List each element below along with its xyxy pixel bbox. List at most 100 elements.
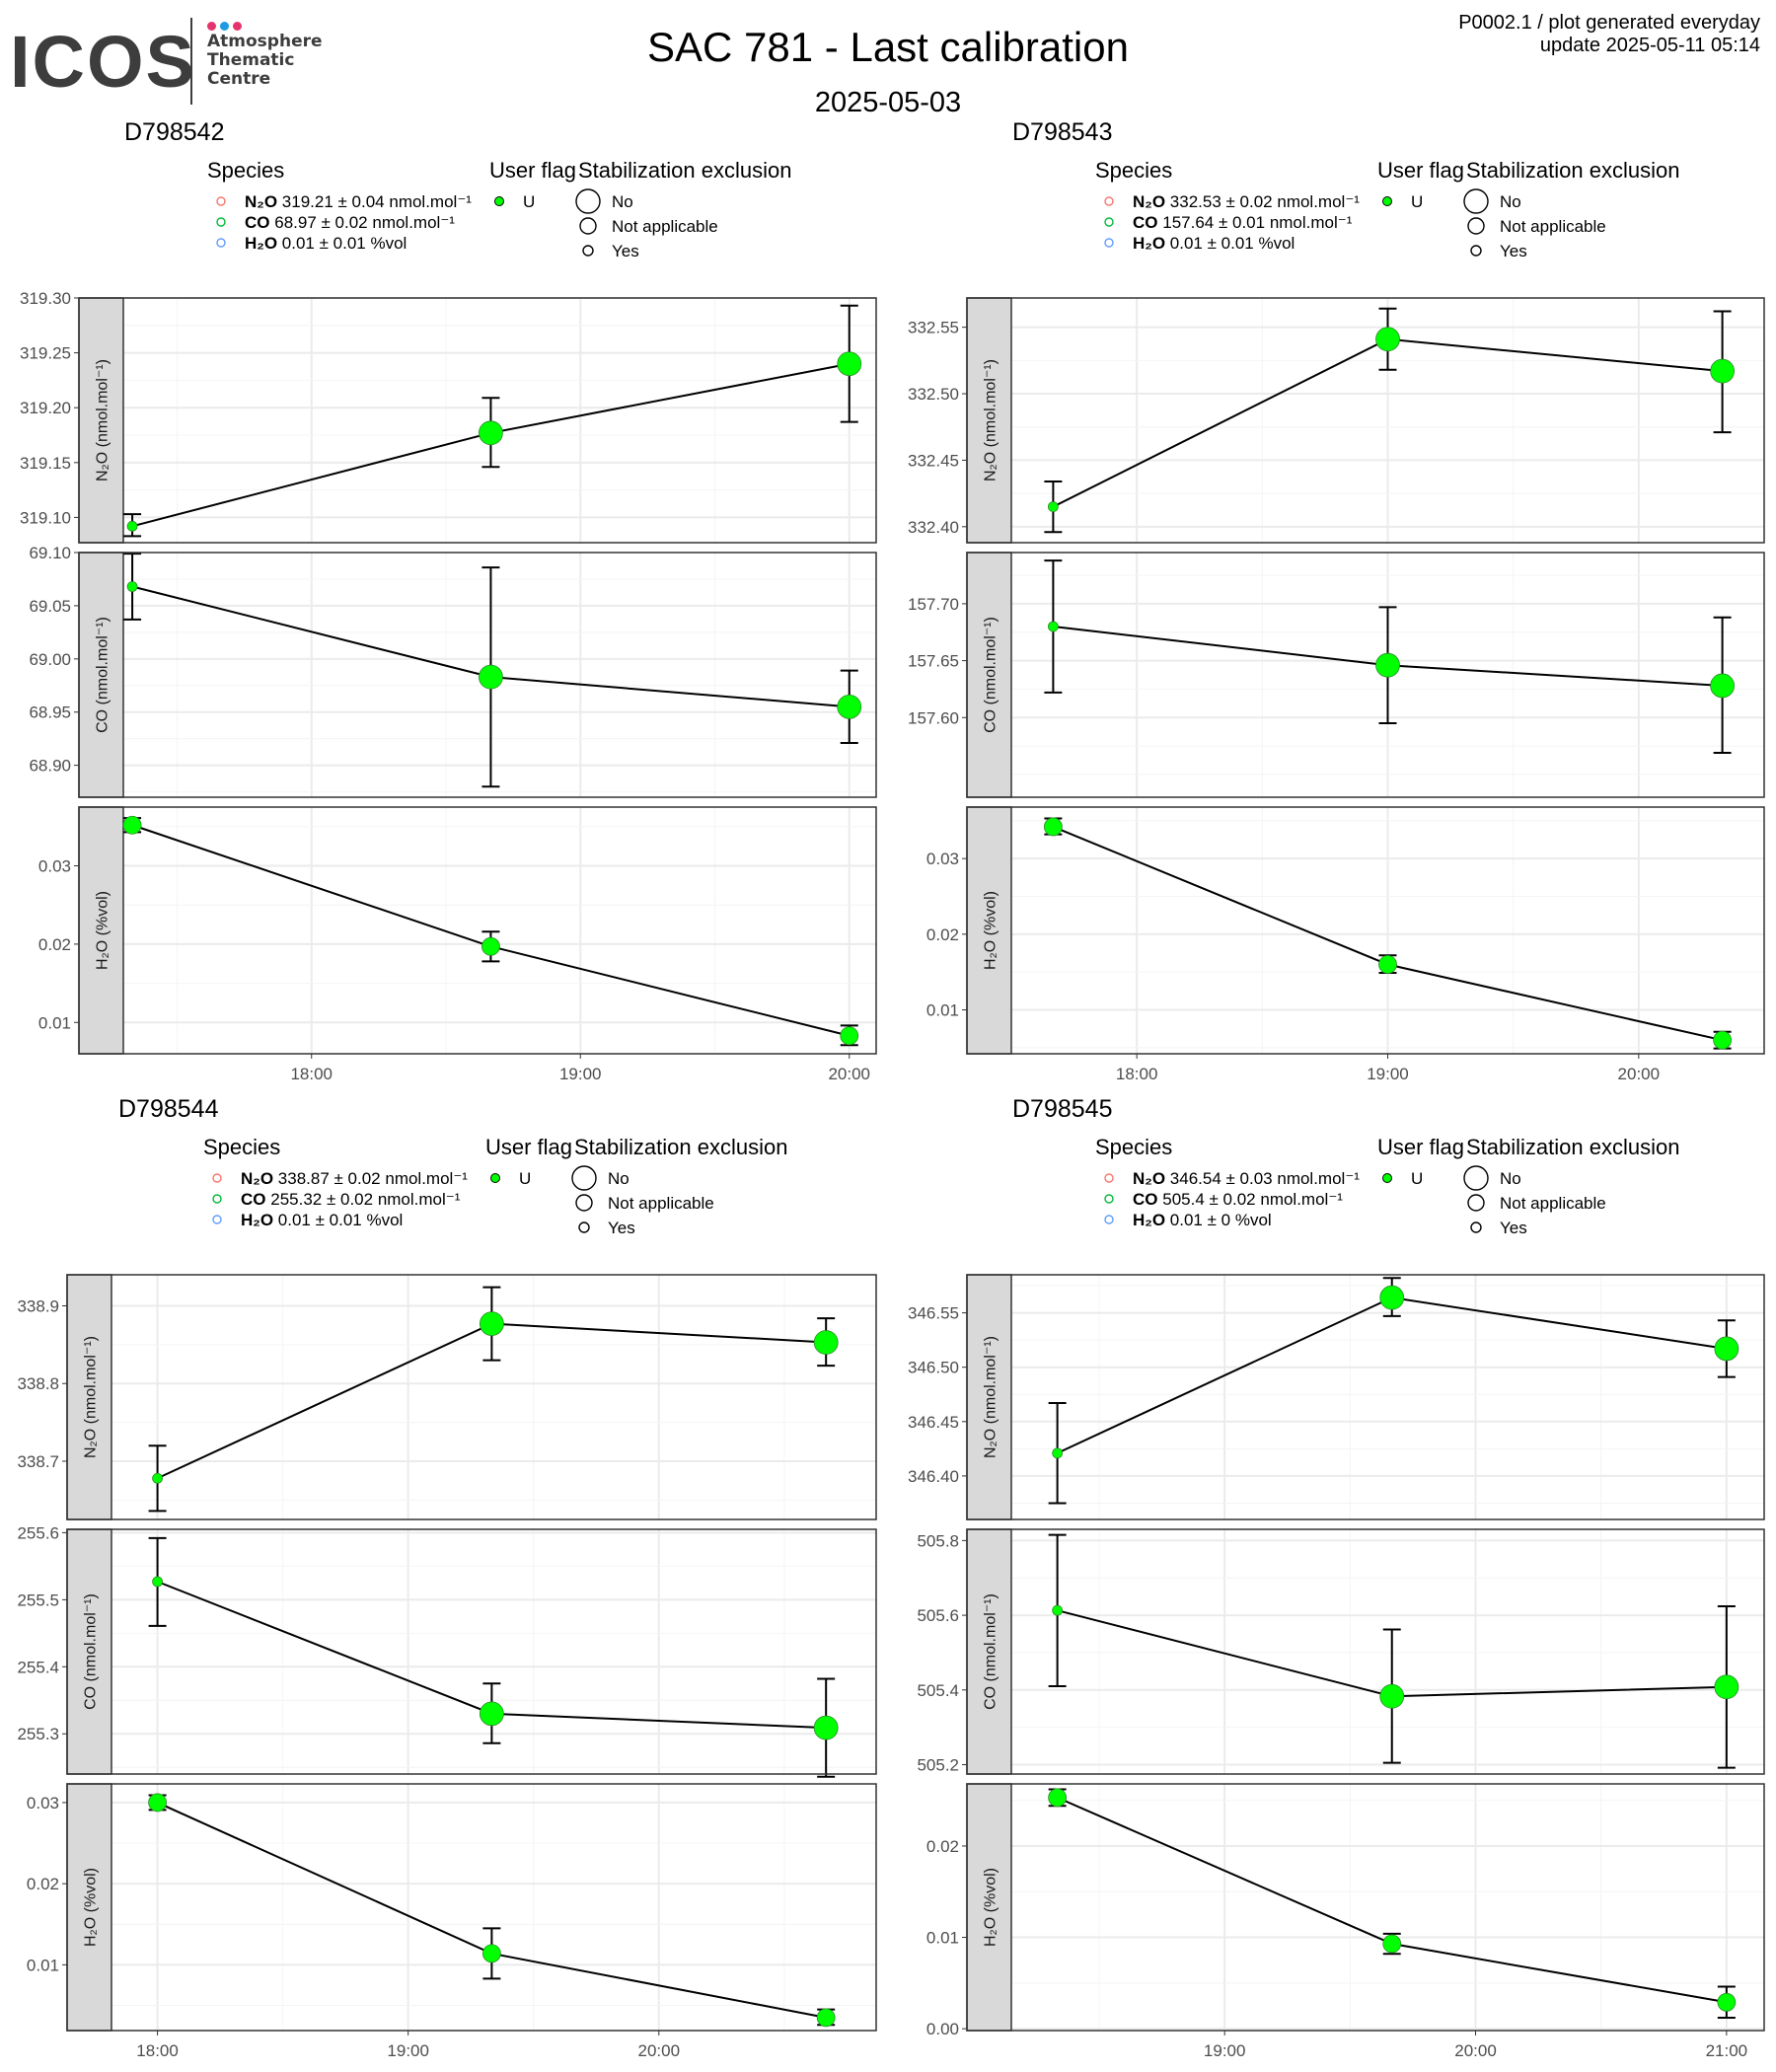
y-tick-label: 505.8	[917, 1531, 959, 1550]
legend-entry: H₂O 0.01 ± 0.01 %vol	[245, 234, 407, 253]
y-tick-label: 0.02	[38, 935, 71, 954]
y-tick-label: 0.01	[926, 1929, 959, 1948]
data-point	[1713, 1030, 1733, 1050]
data-point	[152, 1472, 163, 1484]
panel-background	[111, 1275, 876, 1519]
legend-species-title: Species	[1095, 1135, 1172, 1159]
legend-stab-key	[1463, 1165, 1489, 1191]
y-tick-label: 338.8	[17, 1374, 59, 1393]
legend-stab-key	[582, 245, 594, 257]
data-point	[1379, 1683, 1405, 1709]
y-tick-label: 332.40	[908, 518, 959, 537]
panel-border	[78, 552, 877, 798]
y-tick-label: 0.03	[38, 857, 71, 876]
panel-n2o: 319.10 319.15 319.20 319.25 319.30 N₂O (nmol.…	[20, 289, 877, 544]
legend-entry: H₂O 0.01 ± 0.01 %vol	[1133, 234, 1295, 253]
legend-stab-key	[1463, 188, 1489, 214]
data-point	[1717, 1992, 1737, 2012]
panel-strip	[66, 1528, 112, 1775]
panel-border	[66, 1274, 877, 1520]
data-point	[1375, 327, 1400, 352]
data-point	[148, 1793, 167, 1813]
logo-dots-icon	[207, 18, 246, 36]
x-tick-label: 19:00	[1204, 2041, 1246, 2060]
panel-border	[966, 297, 1765, 544]
legend-key	[212, 1173, 222, 1183]
legend-stab-key	[1470, 245, 1482, 257]
legend-flag-label: U	[523, 192, 535, 211]
y-tick-label: 255.3	[17, 1725, 59, 1743]
panel-co: 157.60 157.65 157.70 CO (nmol.mol⁻¹)	[908, 552, 1765, 798]
panel-strip	[78, 806, 124, 1055]
data-point	[1379, 1285, 1405, 1310]
y-tick-label: 332.55	[908, 319, 959, 337]
panel-ylabel: CO (nmol.mol⁻¹)	[983, 617, 999, 733]
y-tick-label: 338.7	[17, 1452, 59, 1471]
panel-strip	[78, 552, 124, 798]
data-point	[122, 815, 142, 835]
x-tick-label: 18:00	[136, 2041, 179, 2060]
data-point	[1382, 1934, 1402, 1954]
y-tick-label: 505.4	[917, 1681, 959, 1700]
facet-d798543: D798543 Species N₂O 332.53 ± 0.02 nmol.mol…	[908, 118, 1765, 1083]
data-point	[1052, 1447, 1064, 1459]
y-tick-label: 505.6	[917, 1606, 959, 1625]
legend-stab-key	[575, 188, 601, 214]
x-tick-label: 18:00	[290, 1065, 333, 1083]
panel-ylabel: N₂O (nmol.mol⁻¹)	[83, 1336, 100, 1458]
legend-entry: N₂O 319.21 ± 0.04 nmol.mol⁻¹	[245, 192, 472, 211]
panel-strip	[966, 297, 1012, 544]
legend-key	[1104, 238, 1114, 248]
panel-strip	[966, 806, 1012, 1055]
panel-co: 505.2 505.4 505.6 505.8 CO (nmol.mol⁻¹)	[917, 1528, 1765, 1775]
y-tick-label: 0.03	[926, 850, 959, 868]
logo-wordmark: ICOS	[10, 21, 196, 103]
data-point	[481, 936, 500, 956]
panel-background	[1011, 1784, 1764, 2031]
data-point	[1375, 652, 1400, 678]
x-tick-label: 20:00	[828, 1065, 870, 1083]
y-tick-label: 346.45	[908, 1413, 959, 1432]
update-line-date: update 2025-05-11 05:14	[1539, 35, 1760, 56]
y-tick-label: 0.00	[926, 2020, 959, 2038]
panel-ylabel: H₂O (%vol)	[983, 891, 999, 970]
y-tick-label: 332.45	[908, 451, 959, 470]
data-point	[479, 1311, 504, 1336]
data-point	[840, 1026, 859, 1046]
facet-title: D798543	[1012, 118, 1112, 146]
data-point	[1052, 1604, 1064, 1616]
panel-strip	[66, 1783, 112, 2032]
y-tick-label: 68.95	[29, 703, 71, 722]
legend-species-title: Species	[207, 158, 284, 183]
panel-border	[966, 1528, 1765, 1775]
logo-dot	[233, 22, 242, 31]
legend-entry: H₂O 0.01 ± 0.01 %vol	[241, 1211, 403, 1229]
legend-entry: N₂O 338.87 ± 0.02 nmol.mol⁻¹	[241, 1169, 468, 1188]
panel-background	[1011, 1275, 1764, 1519]
panel-ylabel: H₂O (%vol)	[83, 1868, 100, 1947]
y-tick-label: 338.9	[17, 1296, 59, 1315]
panel-co: 68.90 68.95 69.00 69.05 69.10 CO (nmol.mol⁻¹)	[29, 544, 877, 798]
panel-ylabel: CO (nmol.mol⁻¹)	[983, 1593, 999, 1710]
legend-stab-label: Yes	[1500, 242, 1527, 260]
y-tick-label: 255.4	[17, 1658, 59, 1676]
panel-n2o: 346.40 346.45 346.50 346.55 N₂O (nmol.mol⁻¹)	[908, 1274, 1765, 1520]
y-tick-label: 255.5	[17, 1591, 59, 1609]
panel-strip	[78, 297, 124, 544]
y-tick-label: 319.15	[20, 454, 71, 473]
data-point	[1378, 955, 1397, 974]
panel-ylabel: N₂O (nmol.mol⁻¹)	[983, 359, 999, 481]
data-point	[1714, 1336, 1739, 1362]
data-point	[1043, 817, 1063, 837]
legend-entry: CO 157.64 ± 0.01 nmol.mol⁻¹	[1133, 213, 1353, 232]
data-point	[479, 420, 503, 446]
data-point	[1710, 358, 1736, 384]
y-tick-label: 0.01	[926, 1001, 959, 1020]
data-point	[837, 351, 862, 377]
x-tick-label: 21:00	[1706, 2041, 1748, 2060]
legend-key	[1104, 1215, 1114, 1224]
legend-stab-label: Not applicable	[1500, 1194, 1606, 1213]
legend-stab-key	[1467, 217, 1485, 235]
y-tick-label: 319.20	[20, 399, 71, 417]
x-tick-label: 20:00	[1454, 2041, 1497, 2060]
